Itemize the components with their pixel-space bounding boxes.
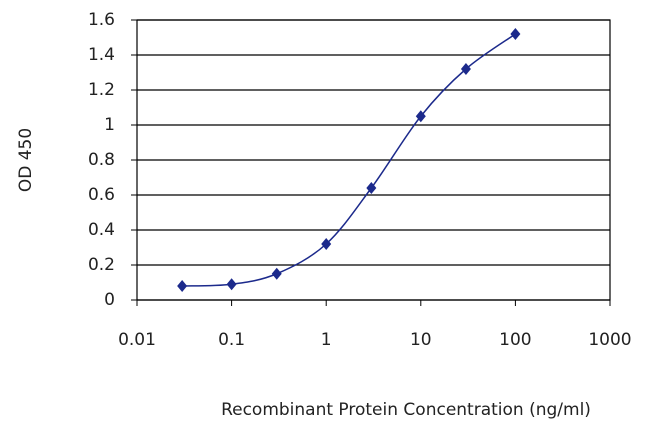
data-point bbox=[510, 28, 521, 40]
y-axis-label: OD 450 bbox=[16, 128, 36, 192]
y-tick-label: 0.8 bbox=[88, 150, 115, 170]
x-tick-label: 0.1 bbox=[218, 330, 245, 350]
y-tick-label: 1 bbox=[104, 115, 115, 135]
data-point bbox=[460, 63, 471, 75]
data-point bbox=[271, 267, 282, 280]
y-tick-label: 0.4 bbox=[88, 220, 115, 240]
y-tick-label: 1.6 bbox=[88, 10, 115, 30]
data-point bbox=[226, 278, 237, 291]
x-tick-label: 100 bbox=[499, 330, 531, 350]
x-tick-label: 1000 bbox=[588, 330, 631, 350]
data-point bbox=[321, 238, 332, 250]
y-tick-label: 1.2 bbox=[88, 80, 115, 100]
plot-frame bbox=[136, 19, 611, 301]
data-point bbox=[177, 280, 188, 292]
x-tick-label: 10 bbox=[410, 330, 432, 350]
x-tick-label: 0.01 bbox=[118, 330, 156, 350]
y-tick-label: 0.2 bbox=[88, 255, 115, 275]
y-tick-label: 0 bbox=[104, 290, 115, 310]
data-point bbox=[415, 110, 426, 123]
y-tick-label: 0.6 bbox=[88, 185, 115, 205]
data-line bbox=[182, 33, 516, 287]
data-point bbox=[366, 182, 377, 194]
x-axis-label: Recombinant Protein Concentration (ng/ml… bbox=[221, 400, 591, 420]
y-tick-label: 1.4 bbox=[88, 45, 115, 65]
x-tick-label: 1 bbox=[321, 330, 332, 350]
